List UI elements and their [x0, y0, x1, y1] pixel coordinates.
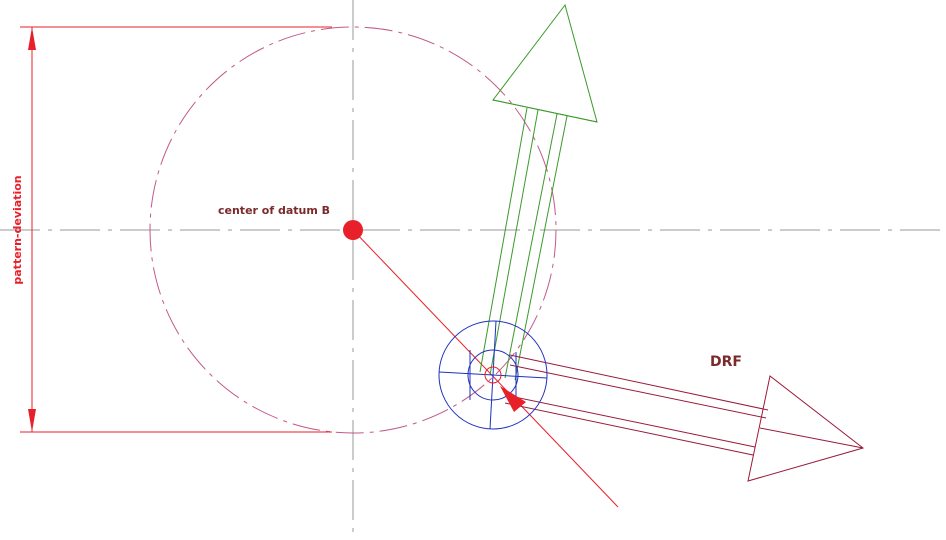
shaft-line	[509, 354, 769, 411]
shaft-line	[514, 115, 568, 381]
deviation-arrowhead	[500, 386, 526, 412]
arrowhead	[28, 27, 36, 50]
dimension	[20, 26, 332, 433]
shaft-line	[489, 109, 539, 376]
shaft-line	[509, 364, 767, 419]
datum-label: center of datum B	[218, 204, 330, 217]
head-center	[759, 427, 864, 449]
arrowhead	[28, 409, 36, 432]
drf-axis-arrow	[504, 354, 865, 482]
drf-label: DRF	[710, 354, 742, 370]
tolerance-circle	[149, 26, 557, 434]
datum-point	[343, 220, 363, 240]
shaft-line	[504, 113, 558, 379]
deviation-line	[352, 229, 619, 508]
actual-center	[484, 366, 502, 384]
middle-circle	[467, 349, 519, 401]
shaft-line	[504, 394, 756, 448]
outer-circle	[438, 320, 548, 430]
shaft-line	[479, 107, 528, 373]
arrow-head	[492, 3, 598, 123]
dimension-label: pattern-deviation	[11, 175, 24, 284]
feature-target	[438, 320, 548, 430]
cross-line	[489, 320, 497, 430]
shaft-line	[504, 402, 754, 456]
head-base	[492, 99, 598, 123]
arrow-head	[747, 375, 865, 482]
green-axis-arrow	[479, 3, 598, 381]
